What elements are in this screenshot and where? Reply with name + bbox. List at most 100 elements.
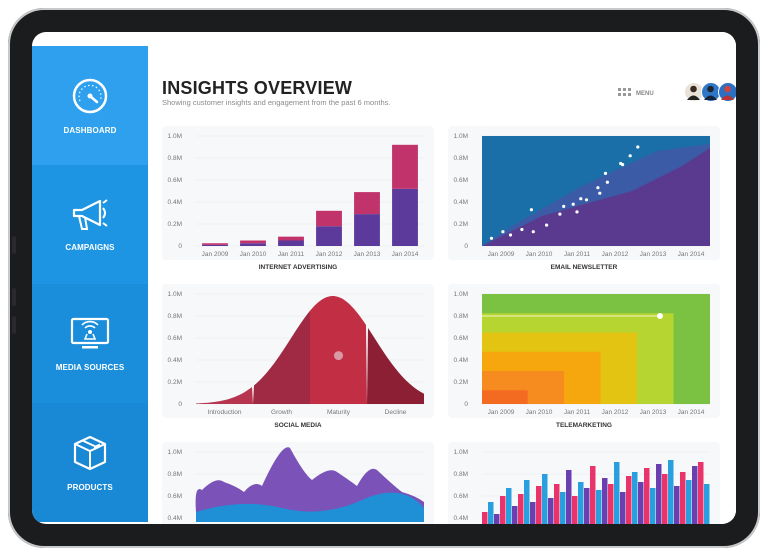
page-subtitle: Showing customer insights and engagement… [162, 98, 391, 107]
menu-button[interactable]: MENU [618, 88, 654, 99]
bar [536, 486, 542, 524]
bar [354, 214, 380, 246]
bar [554, 484, 560, 524]
bar [626, 476, 632, 524]
y-tick-label: 1.0M [168, 291, 182, 298]
bar [512, 506, 518, 524]
social-media-chart: 1.0M 0.8M 0.6M 0.4M 0.2M 0 Introduction Growth M… [168, 291, 424, 416]
speedometer-icon [71, 77, 109, 120]
chart-card-telemarketing: 1.0M 0.8M 0.6M 0.4M 0.2M 0 Jan 2009 Jan 2010 Jan… [448, 284, 720, 429]
x-tick-label: Jan 2009 [488, 409, 515, 416]
status-bar: 9:41 Mon Jun 6 100% [32, 32, 736, 47]
signal-icon [656, 36, 667, 45]
y-tick-label: 0.4M [168, 515, 182, 522]
bar [278, 240, 304, 246]
x-tick-label: Decline [385, 409, 407, 416]
level-area [482, 390, 528, 404]
x-tick-label: Jan 2013 [354, 251, 381, 258]
y-tick-label: 0.4M [454, 357, 468, 364]
status-time: 9:41 [42, 35, 59, 44]
multi-bar-chart: 1.0M 0.8M 0.6M 0.4M [454, 449, 710, 524]
bar [518, 494, 524, 524]
y-tick-label: 0.6M [168, 177, 182, 184]
y-tick-label: 1.0M [454, 449, 468, 456]
bar [686, 480, 692, 524]
bar [590, 466, 596, 524]
x-tick-label: Jan 2011 [564, 409, 591, 416]
sidebar-item-label: MEDIA SOURCES [55, 362, 125, 372]
y-tick-label: 1.0M [168, 449, 182, 456]
x-tick-label: Jan 2014 [678, 409, 705, 416]
y-tick-label: 0.8M [168, 313, 182, 320]
data-point [501, 230, 505, 234]
lifecycle-band [196, 387, 253, 404]
bar [692, 466, 698, 524]
sidebar-item-label: DASHBOARD [63, 125, 117, 135]
x-tick-label: Jan 2014 [678, 251, 705, 258]
bar [608, 484, 614, 524]
side-button [12, 236, 16, 254]
lifecycle-band [310, 296, 367, 404]
chart-title: INTERNET ADVERTISING [258, 264, 338, 271]
wifi-icon [670, 36, 681, 45]
bar [488, 502, 494, 524]
bar [392, 144, 418, 189]
wave-area [196, 492, 424, 522]
x-tick-label: Jan 2013 [640, 251, 667, 258]
user-avatars [684, 82, 736, 104]
bar [524, 480, 530, 524]
bar [620, 492, 626, 524]
sidebar-item-media-sources[interactable]: MEDIA SOURCES [32, 284, 148, 403]
y-tick-label: 0.4M [454, 199, 468, 206]
data-point [558, 212, 562, 216]
sidebar-item-products[interactable]: PRODUCTS [32, 403, 148, 522]
data-point [598, 191, 602, 195]
sidebar-item-dashboard[interactable]: DASHBOARD [32, 46, 154, 165]
data-point [571, 202, 575, 206]
y-tick-label: 0.2M [454, 379, 468, 386]
bar [698, 462, 704, 524]
broadcast-screen-icon [70, 316, 110, 357]
avatar[interactable] [718, 82, 736, 102]
y-tick-label: 0.8M [168, 155, 182, 162]
chart-title: TELEMARKETING [556, 422, 612, 429]
bar [202, 244, 228, 246]
x-tick-label: Jan 2013 [640, 409, 667, 416]
bar [596, 490, 602, 524]
bar [530, 502, 536, 524]
x-tick-label: Maturity [327, 409, 351, 416]
bar [542, 474, 548, 524]
bar [650, 488, 656, 524]
y-tick-label: 0.4M [168, 357, 182, 364]
bar [680, 472, 686, 524]
y-tick-label: 1.0M [454, 133, 468, 140]
y-tick-label: 0.2M [168, 379, 182, 386]
sidebar: DASHBOARD CAMPAIGNS MEDIA SOURCES PRODUC… [32, 32, 154, 524]
bar [572, 496, 578, 524]
y-tick-label: 0.6M [454, 335, 468, 342]
lifecycle-band [367, 327, 424, 404]
y-tick-label: 1.0M [454, 291, 468, 298]
x-tick-label: Growth [271, 409, 292, 416]
y-tick-label: 0.6M [168, 335, 182, 342]
y-tick-label: 0 [464, 401, 468, 408]
bar [240, 243, 266, 246]
side-button [12, 316, 16, 334]
main-content: INSIGHTS OVERVIEW Showing customer insig… [148, 32, 736, 524]
x-tick-label: Jan 2011 [278, 251, 305, 258]
y-tick-label: 0.6M [454, 493, 468, 500]
page-title: INSIGHTS OVERVIEW [162, 78, 353, 98]
highlight-point [334, 351, 343, 361]
bar [614, 462, 620, 524]
lower-area [482, 148, 710, 246]
chart-card-wave: 1.0M 0.8M 0.6M 0.4M [162, 442, 434, 524]
y-tick-label: 0.8M [454, 155, 468, 162]
bar [316, 210, 342, 227]
sidebar-item-campaigns[interactable]: CAMPAIGNS [32, 165, 148, 284]
data-point [605, 180, 609, 184]
bar [560, 492, 566, 524]
sidebar-item-label: PRODUCTS [67, 482, 113, 492]
bar [584, 488, 590, 524]
data-point [596, 186, 600, 190]
bar [668, 460, 674, 524]
